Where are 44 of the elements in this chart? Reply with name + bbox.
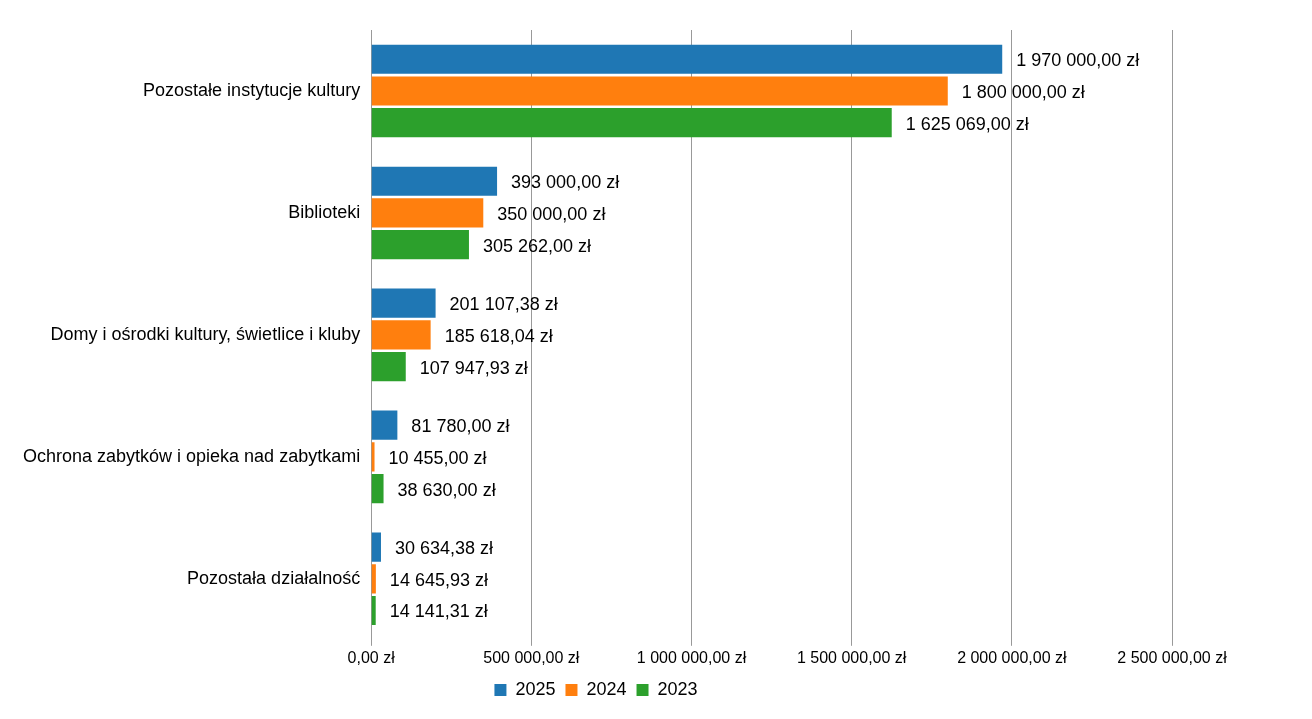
bar [371, 166, 498, 196]
data-label: 1 800 000,00 zł [961, 81, 1085, 102]
y-tick-label: Domy i ośrodki kultury, świetlice i kluby [50, 323, 361, 344]
legend-label: 2025 [515, 678, 556, 699]
bar [371, 595, 376, 626]
bar [371, 473, 384, 504]
y-tick-label: Pozostała działalność [187, 567, 361, 588]
data-label: 1 625 069,00 zł [905, 113, 1029, 134]
bar [371, 442, 375, 472]
data-label: 10 455,00 zł [388, 447, 487, 468]
data-label: 201 107,38 zł [449, 294, 558, 315]
data-label: 38 630,00 zł [397, 479, 496, 500]
bar [371, 532, 381, 562]
data-label: 185 618,04 zł [444, 325, 553, 346]
legend-label: 2024 [586, 678, 627, 699]
x-tick-label: 1 500 000,00 zł [796, 648, 907, 666]
data-label: 81 780,00 zł [411, 416, 510, 437]
bar [371, 198, 484, 228]
data-label: 107 947,93 zł [419, 357, 528, 378]
bar [371, 352, 406, 382]
bar [371, 564, 376, 594]
y-tick-label: Ochrona zabytków i opieka nad zabytkami [22, 445, 361, 466]
bar [371, 76, 948, 106]
legend-label: 2023 [657, 678, 698, 699]
x-tick-label: 500 000,00 zł [483, 648, 580, 666]
x-tick-label: 2 000 000,00 zł [957, 648, 1067, 666]
bar [371, 320, 431, 350]
x-tick-label: 0,00 zł [347, 648, 396, 666]
data-label: 30 634,38 zł [394, 538, 494, 559]
bar [371, 108, 892, 138]
bar [371, 44, 1003, 74]
x-tick-label: 1 000 000,00 zł [636, 648, 747, 666]
data-label: 350 000,00 zł [497, 203, 606, 224]
bar [371, 410, 398, 440]
y-tick-label: Biblioteki [288, 201, 361, 222]
data-label: 305 262,00 zł [482, 235, 592, 256]
data-label: 393 000,00 zł [511, 172, 620, 193]
y-tick-label: Pozostałe instytucje kultury [143, 79, 361, 100]
data-label: 1 970 000,00 zł [1016, 50, 1140, 71]
x-tick-label: 2 500 000,00 zł [1117, 648, 1228, 666]
bar [371, 288, 436, 318]
bar [371, 230, 469, 260]
data-label: 14 141,31 zł [389, 601, 488, 622]
data-label: 14 645,93 zł [389, 569, 488, 590]
